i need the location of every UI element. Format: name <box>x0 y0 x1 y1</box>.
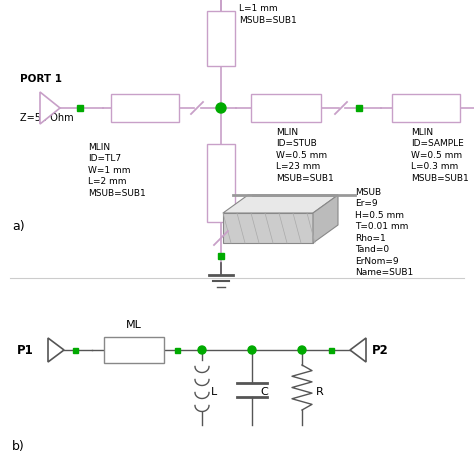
Circle shape <box>248 346 256 354</box>
Text: a): a) <box>12 220 25 233</box>
Bar <box>207 144 235 222</box>
Text: P2: P2 <box>372 344 389 356</box>
Polygon shape <box>350 338 366 362</box>
Bar <box>329 347 335 353</box>
Text: MSUB
Er=9
H=0.5 mm
T=0.01 mm
Rho=1
Tand=0
ErNom=9
Name=SUB1: MSUB Er=9 H=0.5 mm T=0.01 mm Rho=1 Tand=… <box>355 188 413 277</box>
Text: R: R <box>316 387 324 397</box>
Polygon shape <box>48 338 64 362</box>
Text: W=0.5 mm
L=1 mm
MSUB=SUB1: W=0.5 mm L=1 mm MSUB=SUB1 <box>239 0 297 25</box>
Text: MLIN
ID=TL7
W=1 mm
L=2 mm
MSUB=SUB1: MLIN ID=TL7 W=1 mm L=2 mm MSUB=SUB1 <box>88 143 146 198</box>
Bar <box>111 94 179 122</box>
Text: MLIN
ID=STUB
W=0.5 mm
L=23 mm
MSUB=SUB1: MLIN ID=STUB W=0.5 mm L=23 mm MSUB=SUB1 <box>276 128 334 183</box>
Polygon shape <box>40 92 60 124</box>
Bar <box>77 105 83 111</box>
Text: PORT 1: PORT 1 <box>20 74 62 84</box>
Polygon shape <box>223 213 313 243</box>
Polygon shape <box>223 195 338 213</box>
Bar <box>392 94 460 122</box>
Circle shape <box>198 346 206 354</box>
Text: MLIN
ID=SAMPLE
W=0.5 mm
L=0.3 mm
MSUB=SUB1: MLIN ID=SAMPLE W=0.5 mm L=0.3 mm MSUB=SU… <box>411 128 469 183</box>
Circle shape <box>298 346 306 354</box>
Bar <box>175 347 181 353</box>
Bar <box>356 105 362 111</box>
Bar <box>73 347 79 353</box>
Text: b): b) <box>12 440 25 453</box>
Bar <box>104 337 164 363</box>
Text: L: L <box>211 387 217 397</box>
Bar <box>251 94 321 122</box>
Text: Z=50 Ohm: Z=50 Ohm <box>20 113 73 123</box>
Text: ML: ML <box>126 320 142 330</box>
Circle shape <box>216 103 226 113</box>
Text: C: C <box>260 387 268 397</box>
Polygon shape <box>313 195 338 243</box>
Bar <box>218 253 224 259</box>
Bar <box>207 10 235 65</box>
Text: P1: P1 <box>17 344 34 356</box>
